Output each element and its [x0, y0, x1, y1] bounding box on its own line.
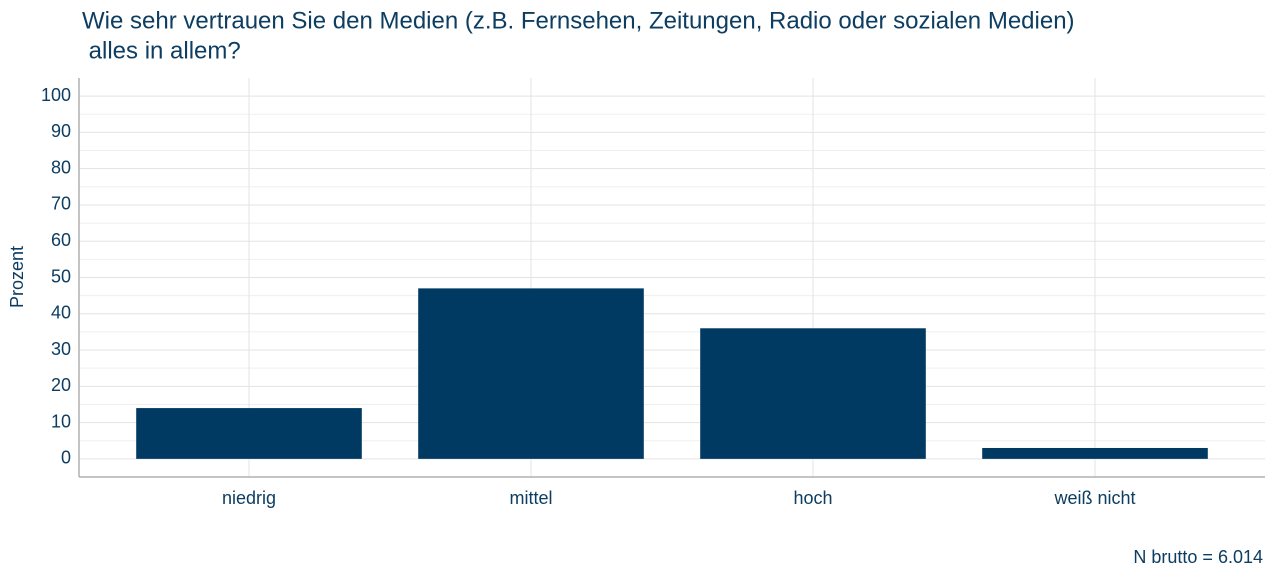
- bar: [418, 288, 644, 459]
- y-tick-label: 0: [61, 448, 71, 468]
- y-tick-label: 70: [51, 194, 71, 214]
- x-tick-label: weiß nicht: [1053, 488, 1135, 508]
- caption: N brutto = 6.014: [1133, 547, 1263, 567]
- y-tick-label: 40: [51, 303, 71, 323]
- chart-title: alles in allem?: [82, 37, 241, 64]
- chart-title: Wie sehr vertrauen Sie den Medien (z.B. …: [82, 7, 1075, 34]
- bar: [136, 408, 362, 459]
- y-tick-label: 50: [51, 266, 71, 286]
- bar: [982, 447, 1208, 459]
- y-tick-label: 10: [51, 411, 71, 431]
- y-axis-label: Prozent: [7, 246, 27, 308]
- y-tick-label: 30: [51, 339, 71, 359]
- y-tick-label: 90: [51, 121, 71, 141]
- y-tick-label: 20: [51, 375, 71, 395]
- y-tick-label: 80: [51, 157, 71, 177]
- bar: [700, 328, 926, 459]
- x-tick-label: hoch: [793, 488, 832, 508]
- x-tick-label: mittel: [509, 488, 552, 508]
- y-tick-label: 60: [51, 230, 71, 250]
- x-tick-label: niedrig: [222, 488, 276, 508]
- y-tick-label: 100: [41, 85, 71, 105]
